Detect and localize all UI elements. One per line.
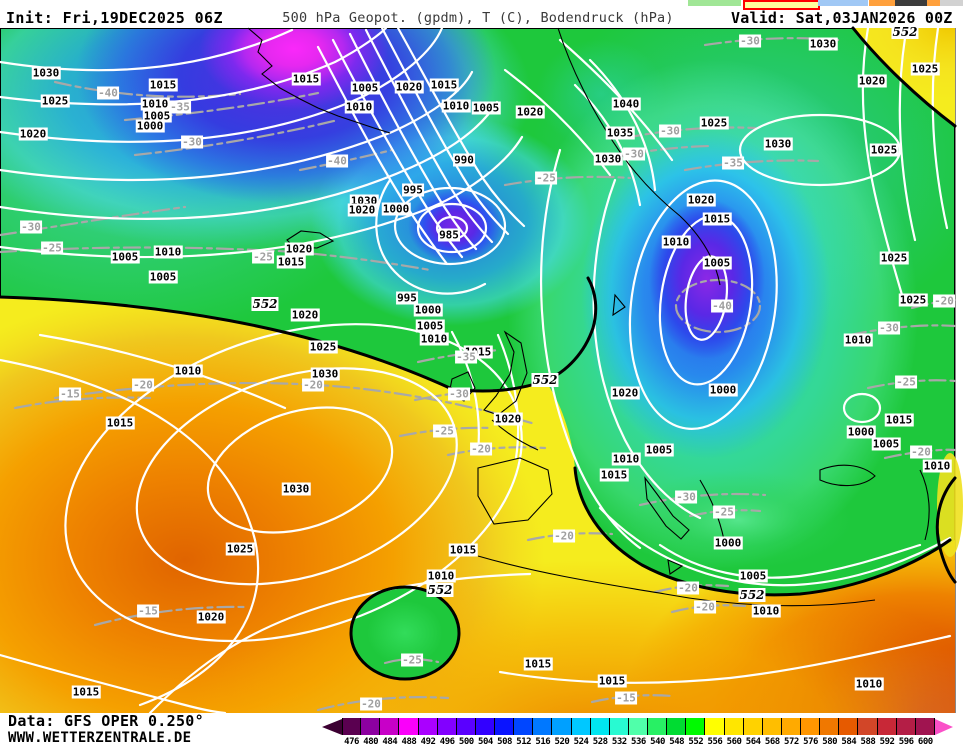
colorbar-segment	[456, 718, 476, 735]
colorbar-segment	[915, 718, 935, 735]
colorbar-tick-label: 572	[784, 737, 799, 747]
colorbar-segment	[418, 718, 438, 735]
colorbar	[322, 718, 953, 735]
top-edge-swatch	[940, 0, 963, 6]
colorbar-tick-label: 476	[344, 737, 359, 747]
colorbar-tick-label: 548	[669, 737, 685, 747]
colorbar-segment	[475, 718, 495, 735]
colorbar-tick-label: 580	[822, 737, 838, 747]
colorbar-segment	[628, 718, 648, 735]
colorbar-segment	[571, 718, 591, 735]
colorbar-tick-label: 496	[439, 737, 455, 747]
colorbar-segment	[399, 718, 419, 735]
colorbar-tick-label: 528	[592, 737, 608, 747]
colorbar-tick-label: 500	[458, 737, 474, 747]
colorbar-tick-label: 556	[707, 737, 723, 747]
colorbar-segment	[342, 718, 362, 735]
colorbar-segment	[896, 718, 916, 735]
colorbar-tick-label: 552	[688, 737, 704, 747]
colorbar-tick-label: 564	[745, 737, 761, 747]
colorbar-tick-label: 536	[631, 737, 646, 747]
colorbar-segments	[342, 718, 935, 735]
colorbar-segment	[781, 718, 801, 735]
colorbar-segment	[361, 718, 381, 735]
top-edge-swatch	[818, 0, 868, 6]
colorbar-tick-label: 520	[554, 737, 570, 747]
colorbar-tick-label: 516	[535, 737, 551, 747]
map-right-margin	[955, 28, 963, 713]
colorbar-segment	[552, 718, 572, 735]
colorbar-segment	[609, 718, 629, 735]
colorbar-tick-label: 480	[363, 737, 379, 747]
top-edge-swatch	[895, 0, 927, 6]
colorbar-tick-label: 488	[401, 737, 417, 747]
colorbar-tick-label: 600	[917, 737, 933, 747]
colorbar-segment	[590, 718, 610, 735]
colorbar-tick-label: 532	[611, 737, 627, 747]
colorbar-tick-label: 596	[898, 737, 914, 747]
colorbar-segment	[762, 718, 782, 735]
colorbar-segment	[686, 718, 706, 735]
footer-website: WWW.WETTERZENTRALE.DE	[8, 730, 192, 746]
colorbar-tick-label: 492	[420, 737, 436, 747]
valid-time-label: Valid: Sat,03JAN2026 00Z	[731, 9, 953, 27]
colorbar-tick-label: 584	[841, 737, 857, 747]
colorbar-segment	[495, 718, 515, 735]
colorbar-segment	[705, 718, 725, 735]
colorbar-left-arrow	[322, 718, 342, 735]
footer-data-source: Data: GFS OPER 0.250°	[8, 712, 204, 730]
colorbar-tick-label: 588	[860, 737, 876, 747]
colorbar-segment	[667, 718, 687, 735]
colorbar-tick-label: 560	[726, 737, 742, 747]
temperature-field	[1, 29, 954, 712]
colorbar-tick-label: 484	[382, 737, 398, 747]
colorbar-segment	[533, 718, 553, 735]
colorbar-tick-label: 508	[497, 737, 512, 747]
colorbar-tick-label: 576	[803, 737, 818, 747]
top-edge-swatch	[688, 0, 741, 6]
colorbar-segment	[820, 718, 840, 735]
colorbar-segment	[839, 718, 859, 735]
colorbar-segment	[514, 718, 534, 735]
colorbar-tick-label: 592	[879, 737, 895, 747]
map-title: 500 hPa Geopot. (gpdm), T (C), Bodendruc…	[282, 10, 674, 26]
colorbar-tick-label: 512	[516, 737, 532, 747]
colorbar-tick-label: 540	[650, 737, 665, 747]
colorbar-ticks: 476 480 484 488 492 496 500 504 508 512 516 520 524 5…	[342, 737, 935, 747]
colorbar-segment	[743, 718, 763, 735]
colorbar-tick-label: 568	[764, 737, 780, 747]
init-time-label: Init: Fri,19DEC2025 06Z	[6, 9, 223, 27]
colorbar-right-arrow	[934, 718, 953, 735]
colorbar-segment	[380, 718, 400, 735]
colorbar-segment	[437, 718, 457, 735]
top-edge-strip	[0, 0, 963, 10]
colorbar-segment	[724, 718, 744, 735]
colorbar-segment	[648, 718, 668, 735]
weather-map	[0, 28, 955, 713]
colorbar-segment	[858, 718, 878, 735]
colorbar-tick-label: 504	[478, 737, 493, 747]
colorbar-segment	[801, 718, 821, 735]
colorbar-tick-label: 524	[573, 737, 589, 747]
colorbar-segment	[877, 718, 897, 735]
